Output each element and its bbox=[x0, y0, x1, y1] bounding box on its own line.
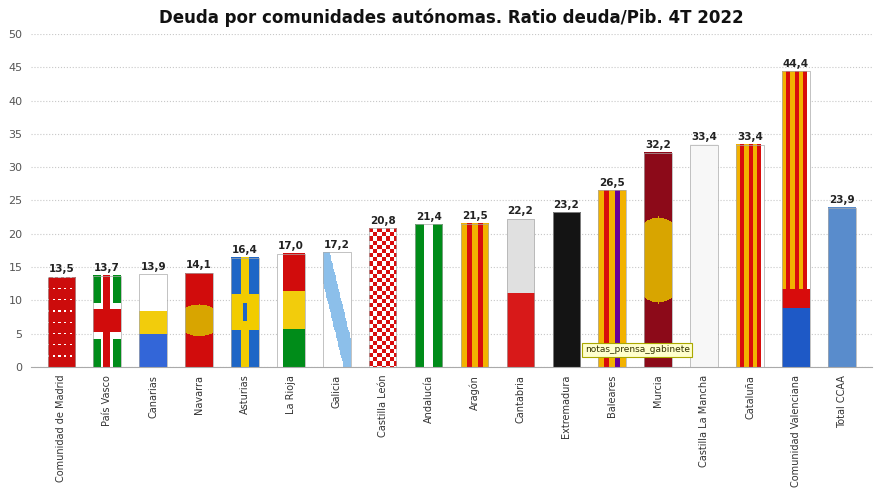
Text: 13,7: 13,7 bbox=[94, 263, 121, 273]
Text: 33,4: 33,4 bbox=[691, 132, 717, 142]
Text: 22,2: 22,2 bbox=[508, 206, 533, 216]
Bar bbox=[93, 276, 121, 367]
Bar bbox=[828, 208, 855, 367]
Bar bbox=[507, 219, 534, 367]
Text: 33,4: 33,4 bbox=[737, 132, 763, 142]
Bar bbox=[737, 145, 764, 367]
Text: 16,4: 16,4 bbox=[232, 245, 258, 255]
Text: 14,1: 14,1 bbox=[187, 260, 212, 270]
Bar bbox=[277, 254, 304, 367]
Bar bbox=[369, 229, 397, 367]
Text: 13,5: 13,5 bbox=[48, 264, 74, 274]
Bar bbox=[553, 212, 580, 367]
Text: 44,4: 44,4 bbox=[783, 58, 809, 69]
Bar bbox=[644, 152, 672, 367]
Text: 17,2: 17,2 bbox=[324, 240, 349, 250]
Text: 23,9: 23,9 bbox=[829, 195, 854, 205]
Bar bbox=[231, 258, 259, 367]
Bar bbox=[690, 145, 718, 367]
Text: 20,8: 20,8 bbox=[370, 216, 396, 226]
Text: 13,9: 13,9 bbox=[140, 262, 166, 272]
Text: 17,0: 17,0 bbox=[278, 241, 304, 251]
Bar bbox=[48, 277, 75, 367]
Text: 21,5: 21,5 bbox=[462, 211, 488, 221]
Text: 26,5: 26,5 bbox=[599, 178, 625, 188]
Text: 21,4: 21,4 bbox=[415, 212, 442, 222]
Bar bbox=[598, 191, 626, 367]
Bar bbox=[782, 71, 810, 367]
Bar bbox=[461, 224, 488, 367]
Text: notas_prensa_gabinete: notas_prensa_gabinete bbox=[584, 346, 690, 354]
Bar bbox=[414, 224, 443, 367]
Text: 23,2: 23,2 bbox=[554, 200, 579, 210]
Text: 32,2: 32,2 bbox=[645, 140, 671, 150]
Bar bbox=[186, 273, 213, 367]
Bar bbox=[323, 252, 350, 367]
Bar bbox=[139, 274, 167, 367]
Title: Deuda por comunidades autónomas. Ratio deuda/Pib. 4T 2022: Deuda por comunidades autónomas. Ratio d… bbox=[159, 8, 744, 27]
